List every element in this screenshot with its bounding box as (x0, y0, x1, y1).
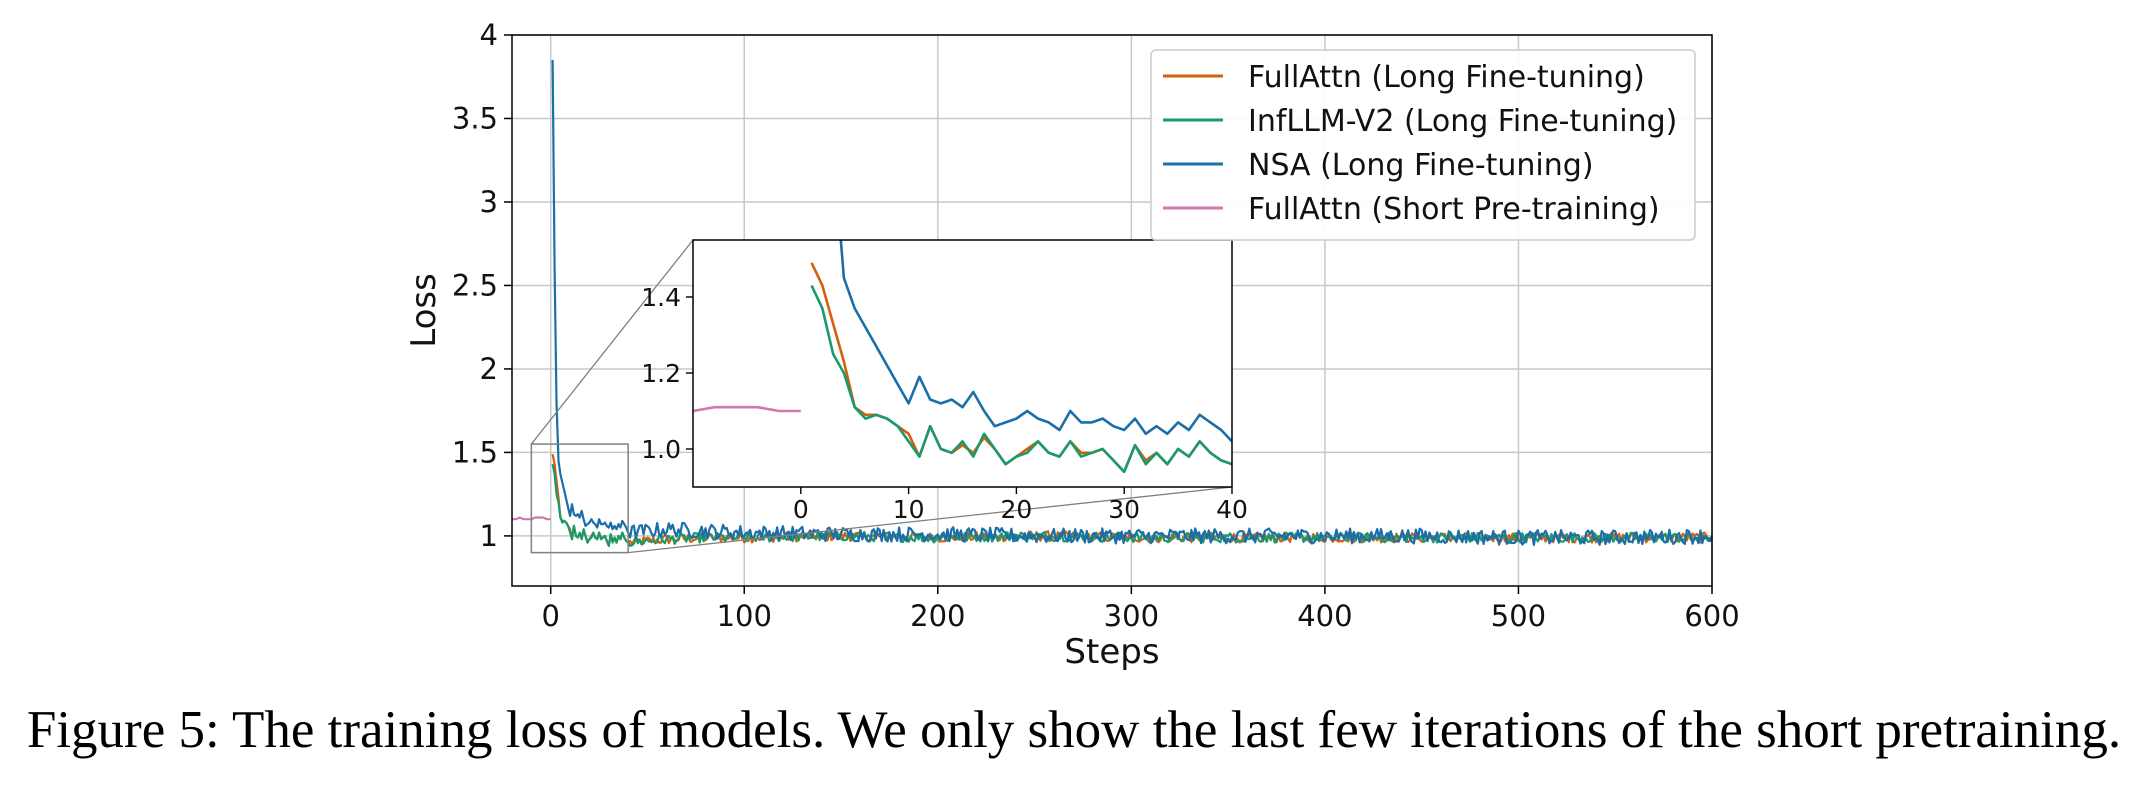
legend-label: FullAttn (Short Pre-training) (1248, 192, 1660, 227)
zoom-indicator (530, 239, 1233, 554)
y-axis-label: Loss (404, 273, 444, 348)
legend: FullAttn (Long Fine-tuning) InfLLM-V2 (Lo… (1150, 49, 1696, 241)
inset-x-tick-label: 40 (1216, 495, 1248, 524)
x-tick-label: 400 (1297, 599, 1352, 633)
inset-y-tick-label: 1.2 (641, 359, 681, 388)
inset-y-tick-label: 1.4 (641, 283, 681, 312)
x-tick-label: 600 (1684, 599, 1739, 633)
y-tick-label: 1 (480, 519, 498, 553)
x-axis-label: Steps (1064, 632, 1159, 672)
inset-x-tick-label: 10 (893, 495, 925, 524)
figure-caption: Figure 5: The training loss of models. W… (26, 701, 2122, 759)
inset-x-tick-label: 30 (1108, 495, 1140, 524)
main-plot-frame (511, 34, 1713, 587)
x-tick-label: 500 (1491, 599, 1546, 633)
legend-label: NSA (Long Fine-tuning) (1248, 148, 1594, 183)
y-tick-label: 2 (480, 352, 498, 386)
y-tick-label: 1.5 (452, 435, 498, 469)
inset-x-tick-label: 20 (1000, 495, 1032, 524)
inset-series-line (810, 285, 1232, 474)
x-tick-label: 300 (1104, 599, 1159, 633)
zoom-region-box (530, 443, 629, 554)
inset-series-line (693, 405, 801, 413)
y-tick-label: 2.5 (452, 268, 498, 302)
x-tick-label: 200 (910, 599, 965, 633)
inset-plot: 0 10 20 30 40 1.0 1.2 1.4 (641, 239, 1248, 524)
x-tick-label: 0 (541, 599, 559, 633)
inset-background (693, 240, 1232, 487)
inset-series-line (839, 240, 1232, 443)
zoom-connector-bottom (628, 486, 1233, 554)
legend-label: FullAttn (Long Fine-tuning) (1248, 60, 1645, 95)
y-tick-label: 3.5 (452, 101, 498, 135)
inset-lines (693, 240, 1232, 474)
x-tick-label: 100 (717, 599, 772, 633)
legend-label: InfLLM-V2 (Long Fine-tuning) (1248, 104, 1677, 139)
inset-y-tick-label: 1.0 (641, 435, 681, 464)
inset-x-tick-label: 0 (793, 495, 809, 524)
zoom-connector-top (530, 239, 694, 445)
legend-box (1150, 49, 1696, 241)
series-line (551, 59, 1714, 546)
y-tick-label: 3 (480, 185, 498, 219)
inset-frame (692, 239, 1233, 488)
y-tick-label: 4 (480, 18, 498, 52)
